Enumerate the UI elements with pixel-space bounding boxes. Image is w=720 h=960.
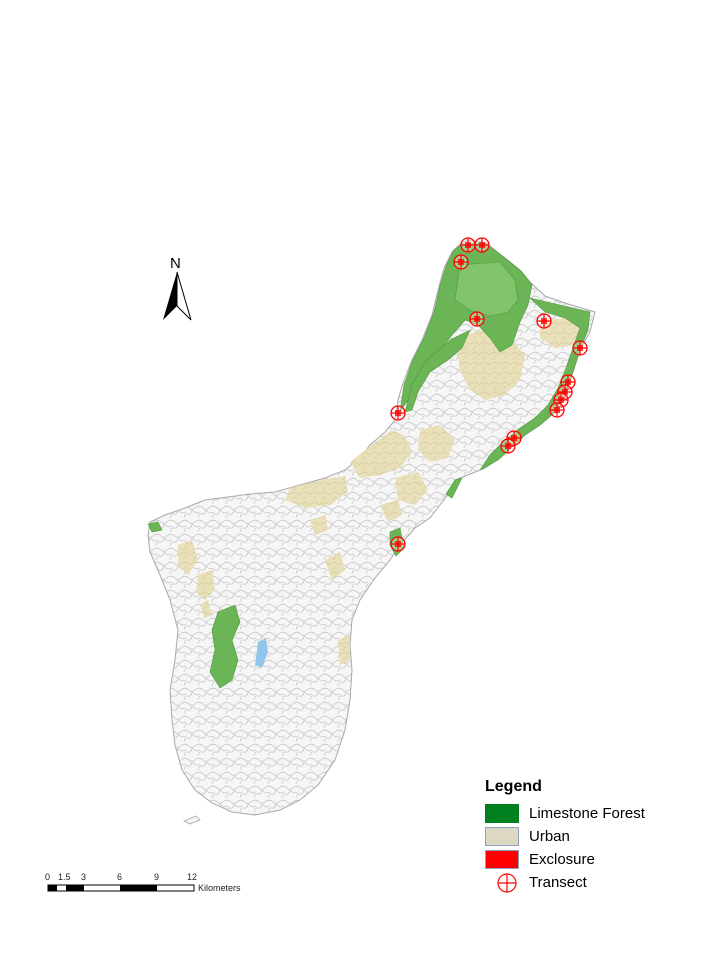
scale-tick-0: 0 [45, 872, 50, 882]
transect-marker [469, 311, 485, 327]
transect-icon [497, 872, 517, 893]
limestone-forest-swatch [485, 804, 519, 823]
legend-item-exclosure: Exclosure [485, 848, 695, 871]
transect-markers [390, 237, 588, 552]
scale-tick-3: 6 [117, 872, 122, 882]
legend: Legend Limestone Forest Urban Exclosure … [485, 778, 695, 894]
transect-marker [506, 430, 522, 446]
legend-item-urban: Urban [485, 825, 695, 848]
island-land [147, 239, 596, 816]
north-arrow-label: N [170, 255, 181, 272]
scale-unit: Kilometers [198, 883, 241, 893]
transect-marker [474, 237, 490, 253]
scale-bar: 0 1.5 3 6 9 12 Kilometers [45, 872, 241, 893]
transect-marker [500, 438, 516, 454]
legend-label: Limestone Forest [529, 805, 645, 822]
urban-areas [178, 318, 584, 665]
legend-label: Transect [529, 874, 587, 891]
transect-marker [572, 340, 588, 356]
scale-tick-5: 12 [187, 872, 197, 882]
reservoir [255, 638, 268, 668]
transect-marker [390, 536, 406, 552]
legend-title: Legend [485, 778, 542, 795]
transect-marker [549, 402, 565, 418]
scale-tick-2: 3 [81, 872, 86, 882]
legend-item-limestone-forest: Limestone Forest [485, 802, 695, 825]
scale-tick-1: 1.5 [58, 872, 71, 882]
north-arrow: N [163, 255, 192, 321]
legend-label: Exclosure [529, 851, 595, 868]
legend-label: Urban [529, 828, 570, 845]
urban-swatch [485, 827, 519, 846]
exclosure-swatch [485, 850, 519, 869]
transect-marker [460, 237, 476, 253]
transect-marker [390, 405, 406, 421]
scale-tick-4: 9 [154, 872, 159, 882]
transect-marker [453, 254, 469, 270]
legend-item-transect: Transect [485, 871, 695, 894]
transect-marker [536, 313, 552, 329]
